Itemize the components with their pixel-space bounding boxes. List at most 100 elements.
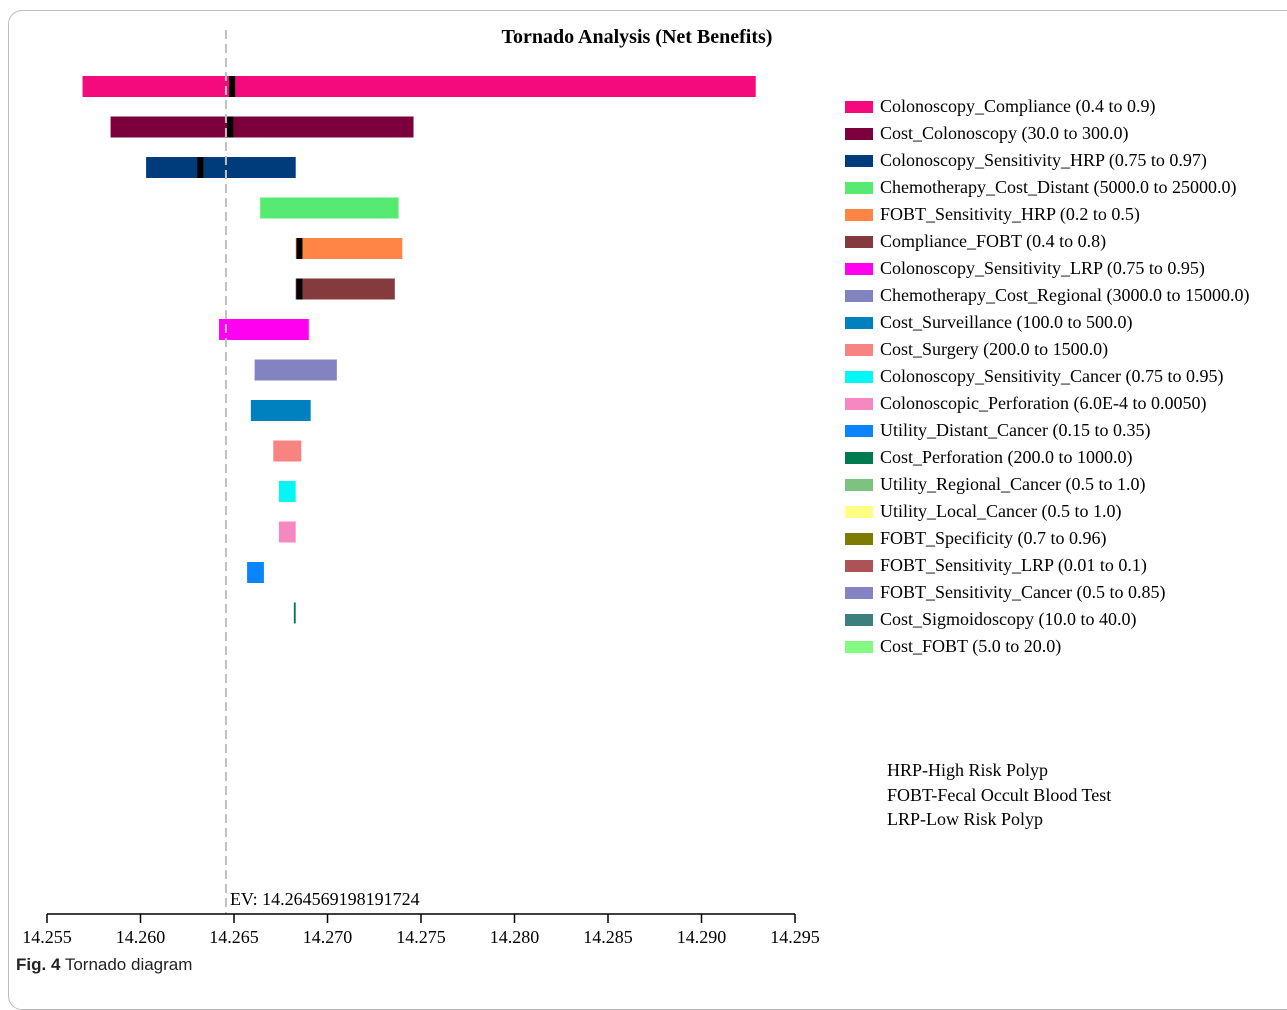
- legend-swatch: [845, 451, 873, 464]
- legend-item: FOBT_Specificity (0.7 to 0.96): [845, 525, 1249, 552]
- legend-swatch: [845, 181, 873, 194]
- legend-label: Chemotherapy_Cost_Distant (5000.0 to 250…: [880, 177, 1237, 197]
- legend-item: FOBT_Sensitivity_HRP (0.2 to 0.5): [845, 201, 1249, 228]
- legend-label: FOBT_Sensitivity_LRP (0.01 to 0.1): [880, 555, 1147, 575]
- x-tick-label: 14.270: [303, 927, 353, 947]
- abbreviation-note: HRP-High Risk Polyp: [887, 760, 1049, 780]
- tornado-bar: [295, 278, 395, 300]
- legend-label: Cost_Surveillance (100.0 to 500.0): [880, 312, 1133, 332]
- legend-label: Colonoscopy_Compliance (0.4 to 0.9): [880, 96, 1156, 116]
- legend-item: Cost_Surveillance (100.0 to 500.0): [845, 309, 1249, 336]
- tornado-bar: [293, 602, 296, 624]
- caption-text: Tornado diagram: [64, 955, 193, 974]
- abbreviation-notes: HRP-High Risk Polyp FOBT-Fecal Occult Bl…: [887, 758, 1111, 832]
- legend-swatch: [845, 559, 873, 572]
- x-tick-label: 14.275: [396, 927, 446, 947]
- legend-swatch: [845, 262, 873, 275]
- legend-item: Colonoscopy_Sensitivity_HRP (0.75 to 0.9…: [845, 147, 1249, 174]
- legend-swatch: [845, 154, 873, 167]
- tornado-bar: [82, 76, 756, 97]
- legend-swatch: [845, 397, 873, 410]
- tornado-bar: [295, 238, 403, 259]
- legend-label: Cost_Colonoscopy (30.0 to 300.0): [880, 123, 1129, 143]
- legend-swatch: [845, 586, 873, 599]
- base-value-marker: [227, 116, 234, 138]
- legend-item: Colonoscopy_Sensitivity_LRP (0.75 to 0.9…: [845, 255, 1249, 282]
- legend-swatch: [845, 505, 873, 518]
- chart-title: Tornado Analysis (Net Benefits): [501, 26, 773, 48]
- x-tick-label: 14.285: [583, 927, 633, 947]
- legend-swatch: [845, 370, 873, 383]
- bars-layer: [82, 76, 756, 624]
- legend-swatch: [845, 316, 873, 329]
- legend-item: Utility_Regional_Cancer (0.5 to 1.0): [845, 471, 1249, 498]
- legend-item: Utility_Local_Cancer (0.5 to 1.0): [845, 498, 1249, 525]
- x-tick-label: 14.260: [116, 927, 166, 947]
- legend-item: Cost_Surgery (200.0 to 1500.0): [845, 336, 1249, 363]
- x-tick-label: 14.290: [677, 927, 727, 947]
- x-axis: 14.255 14.260 14.265 14.270 14.275 14.280 14.2…: [22, 913, 820, 947]
- base-value-marker: [197, 157, 204, 178]
- legend-label: FOBT_Specificity (0.7 to 0.96): [880, 528, 1107, 548]
- legend-item: Chemotherapy_Cost_Distant (5000.0 to 250…: [845, 174, 1249, 201]
- legend-swatch: [845, 100, 873, 113]
- legend-label: Cost_Perforation (200.0 to 1000.0): [880, 447, 1133, 467]
- x-tick-label: 14.265: [209, 927, 259, 947]
- legend-label: Cost_Sigmoidoscopy (10.0 to 40.0): [880, 609, 1137, 629]
- legend-item: FOBT_Sensitivity_LRP (0.01 to 0.1): [845, 552, 1249, 579]
- legend-swatch: [845, 640, 873, 653]
- tornado-bar: [250, 400, 311, 421]
- legend-swatch: [845, 478, 873, 491]
- legend: Colonoscopy_Compliance (0.4 to 0.9) Cost_…: [845, 93, 1249, 660]
- legend-item: Cost_FOBT (5.0 to 20.0): [845, 633, 1249, 660]
- legend-label: FOBT_Sensitivity_HRP (0.2 to 0.5): [880, 204, 1140, 224]
- legend-swatch: [845, 289, 873, 302]
- legend-swatch: [845, 127, 873, 140]
- base-value-marker: [296, 278, 303, 300]
- tornado-chart: 14.255 14.260 14.265 14.270 14.275 14.280 14.2…: [22, 30, 820, 947]
- legend-item: Utility_Distant_Cancer (0.15 to 0.35): [845, 417, 1249, 444]
- abbreviation-note: LRP-Low Risk Polyp: [887, 809, 1044, 829]
- legend-item: Compliance_FOBT (0.4 to 0.8): [845, 228, 1249, 255]
- tornado-bar: [110, 116, 414, 138]
- tornado-bar: [278, 521, 296, 543]
- caption-label: Fig. 4: [16, 955, 61, 974]
- legend-swatch: [845, 613, 873, 626]
- legend-label: Colonoscopy_Sensitivity_LRP (0.75 to 0.9…: [880, 258, 1205, 278]
- tornado-bar: [278, 481, 296, 502]
- legend-item: Cost_Perforation (200.0 to 1000.0): [845, 444, 1249, 471]
- figure-caption: Fig. 4 Tornado diagram: [16, 955, 192, 975]
- legend-label: Cost_FOBT (5.0 to 20.0): [880, 636, 1062, 656]
- tornado-bar: [146, 157, 296, 178]
- tornado-bar: [254, 359, 337, 381]
- legend-label: Colonoscopy_Sensitivity_HRP (0.75 to 0.9…: [880, 150, 1207, 170]
- legend-label: Compliance_FOBT (0.4 to 0.8): [880, 231, 1107, 251]
- legend-item: FOBT_Sensitivity_Cancer (0.5 to 0.85): [845, 579, 1249, 606]
- x-tick-label: 14.255: [22, 927, 72, 947]
- legend-swatch: [845, 208, 873, 221]
- legend-swatch: [845, 424, 873, 437]
- abbreviation-note: FOBT-Fecal Occult Blood Test: [887, 784, 1112, 805]
- x-tick-label: 14.280: [490, 927, 540, 947]
- x-tick-label: 14.295: [770, 927, 820, 947]
- tornado-bar: [247, 562, 264, 583]
- legend-label: Utility_Regional_Cancer (0.5 to 1.0): [880, 474, 1146, 494]
- legend-label: FOBT_Sensitivity_Cancer (0.5 to 0.85): [880, 582, 1166, 602]
- legend-swatch: [845, 235, 873, 248]
- tornado-bar: [219, 319, 309, 340]
- legend-label: Utility_Distant_Cancer (0.15 to 0.35): [880, 420, 1151, 440]
- legend-swatch: [845, 532, 873, 545]
- legend-item: Colonoscopy_Sensitivity_Cancer (0.75 to …: [845, 363, 1249, 390]
- legend-label: Colonoscopy_Sensitivity_Cancer (0.75 to …: [880, 366, 1224, 386]
- tornado-bar: [260, 197, 399, 219]
- base-value-marker: [296, 238, 303, 259]
- legend-label: Colonoscopic_Perforation (6.0E-4 to 0.00…: [880, 393, 1207, 413]
- legend-label: Utility_Local_Cancer (0.5 to 1.0): [880, 501, 1122, 521]
- base-value-marker: [229, 76, 236, 97]
- legend-item: Chemotherapy_Cost_Regional (3000.0 to 15…: [845, 282, 1249, 309]
- legend-item: Colonoscopy_Compliance (0.4 to 0.9): [845, 93, 1249, 120]
- legend-label: Cost_Surgery (200.0 to 1500.0): [880, 339, 1109, 359]
- legend-item: Colonoscopic_Perforation (6.0E-4 to 0.00…: [845, 390, 1249, 417]
- ev-label: EV: 14.264569198191724: [230, 889, 420, 909]
- tornado-bar: [273, 440, 302, 462]
